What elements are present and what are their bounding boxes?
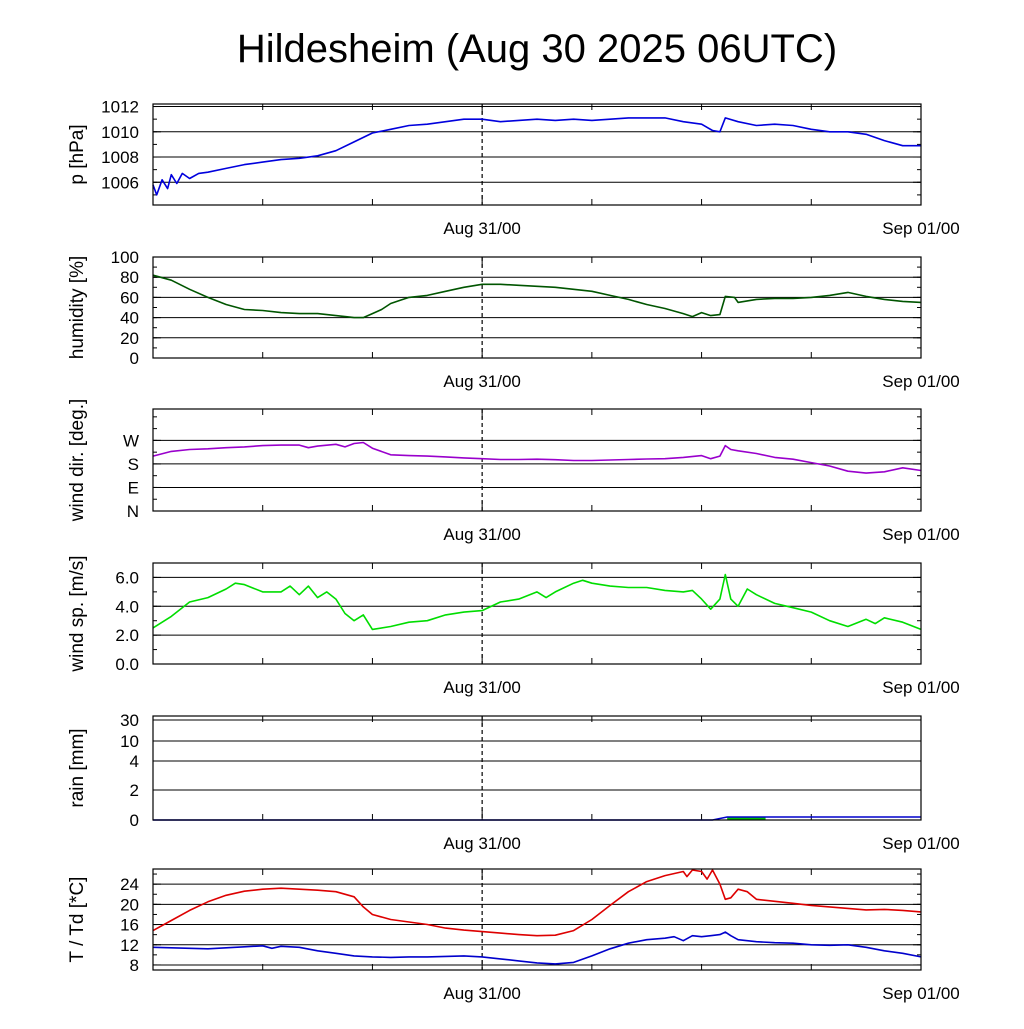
tick-label-y: E	[128, 478, 139, 497]
tick-label-y: W	[123, 431, 139, 450]
tick-label-y: 20	[120, 329, 139, 348]
plot-frame	[152, 868, 922, 971]
tick-label-y: 1012	[101, 98, 139, 117]
axis-label-y: T / Td [*C]	[67, 877, 88, 963]
tick-label-x: Sep 01/00	[882, 372, 960, 391]
tick-label-y: S	[128, 455, 139, 474]
tick-label-x: Aug 31/00	[443, 372, 521, 391]
tick-label-x: Aug 31/00	[443, 834, 521, 853]
axis-label-y: rain [mm]	[67, 728, 88, 807]
rain-fill	[727, 817, 766, 820]
tick-label-y: 100	[111, 248, 139, 267]
series-line-wind-direction	[152, 441, 922, 474]
tick-label-y: 20	[120, 895, 139, 914]
plot-frame	[152, 715, 922, 821]
panel-rain: 0 2 410 30 Aug 31/00 Sep 01/00 rain [mm]	[67, 711, 960, 853]
tick-label-y: 2	[130, 781, 139, 800]
tick-label-y: 12	[120, 936, 139, 955]
tick-label-x: Sep 01/00	[882, 984, 960, 1003]
series-line-temperature-dewpoint	[152, 931, 922, 965]
axis-label-y: p [hPa]	[67, 124, 88, 184]
tick-label-y: 0.0	[115, 655, 139, 674]
tick-label-y: 1006	[101, 173, 139, 192]
tick-label-y: 30	[120, 711, 139, 730]
tick-label-x: Sep 01/00	[882, 525, 960, 544]
tick-label-y: 2.0	[115, 626, 139, 645]
tick-label-y: 4	[130, 752, 139, 771]
panel-pressure: 1006 1008 1010 1012 Aug 31/00 Sep 01/00 p [hPa…	[67, 98, 960, 238]
tick-label-x: Aug 31/00	[443, 984, 521, 1003]
plot-frame	[152, 256, 922, 359]
tick-label-y: 80	[120, 268, 139, 287]
tick-label-y: 0	[130, 349, 139, 368]
series-line-humidity	[152, 274, 922, 319]
axis-label-y: wind dir. [deg.]	[67, 399, 88, 523]
tick-label-y: 60	[120, 288, 139, 307]
axis-label-y: wind sp. [m/s]	[67, 555, 88, 672]
tick-label-x: Sep 01/00	[882, 834, 960, 853]
tick-label-y: N	[127, 502, 139, 521]
tick-label-x: Aug 31/00	[443, 678, 521, 697]
tick-label-y: 1010	[101, 123, 139, 142]
axis-label-y: humidity [%]	[67, 256, 88, 359]
tick-label-y: 8	[130, 956, 139, 975]
chart-title: Hildesheim (Aug 30 2025 06UTC)	[237, 27, 837, 71]
tick-label-x: Sep 01/00	[882, 219, 960, 238]
plot-frame	[152, 562, 922, 665]
tick-label-x: Aug 31/00	[443, 525, 521, 544]
tick-label-y: 0	[130, 811, 139, 830]
plot-frame	[152, 408, 922, 512]
panel-wind-speed: 0.0 2.0 4.0 6.0 Aug 31/00 Sep 01/00 wind sp. […	[67, 555, 960, 697]
tick-label-x: Aug 31/00	[443, 219, 521, 238]
tick-label-y: 24	[120, 875, 139, 894]
tick-label-y: 4.0	[115, 597, 139, 616]
tick-label-x: Sep 01/00	[882, 678, 960, 697]
series-line-temperature-temperature	[152, 869, 922, 937]
tick-label-y: 16	[120, 916, 139, 935]
series-line-pressure	[152, 117, 921, 196]
series-line-wind-speed	[152, 573, 922, 631]
tick-label-y: 6.0	[115, 568, 139, 587]
tick-label-y: 40	[120, 309, 139, 328]
tick-label-y: 10	[120, 732, 139, 751]
tick-label-y: 1008	[101, 148, 139, 167]
plot-frame	[152, 103, 922, 206]
